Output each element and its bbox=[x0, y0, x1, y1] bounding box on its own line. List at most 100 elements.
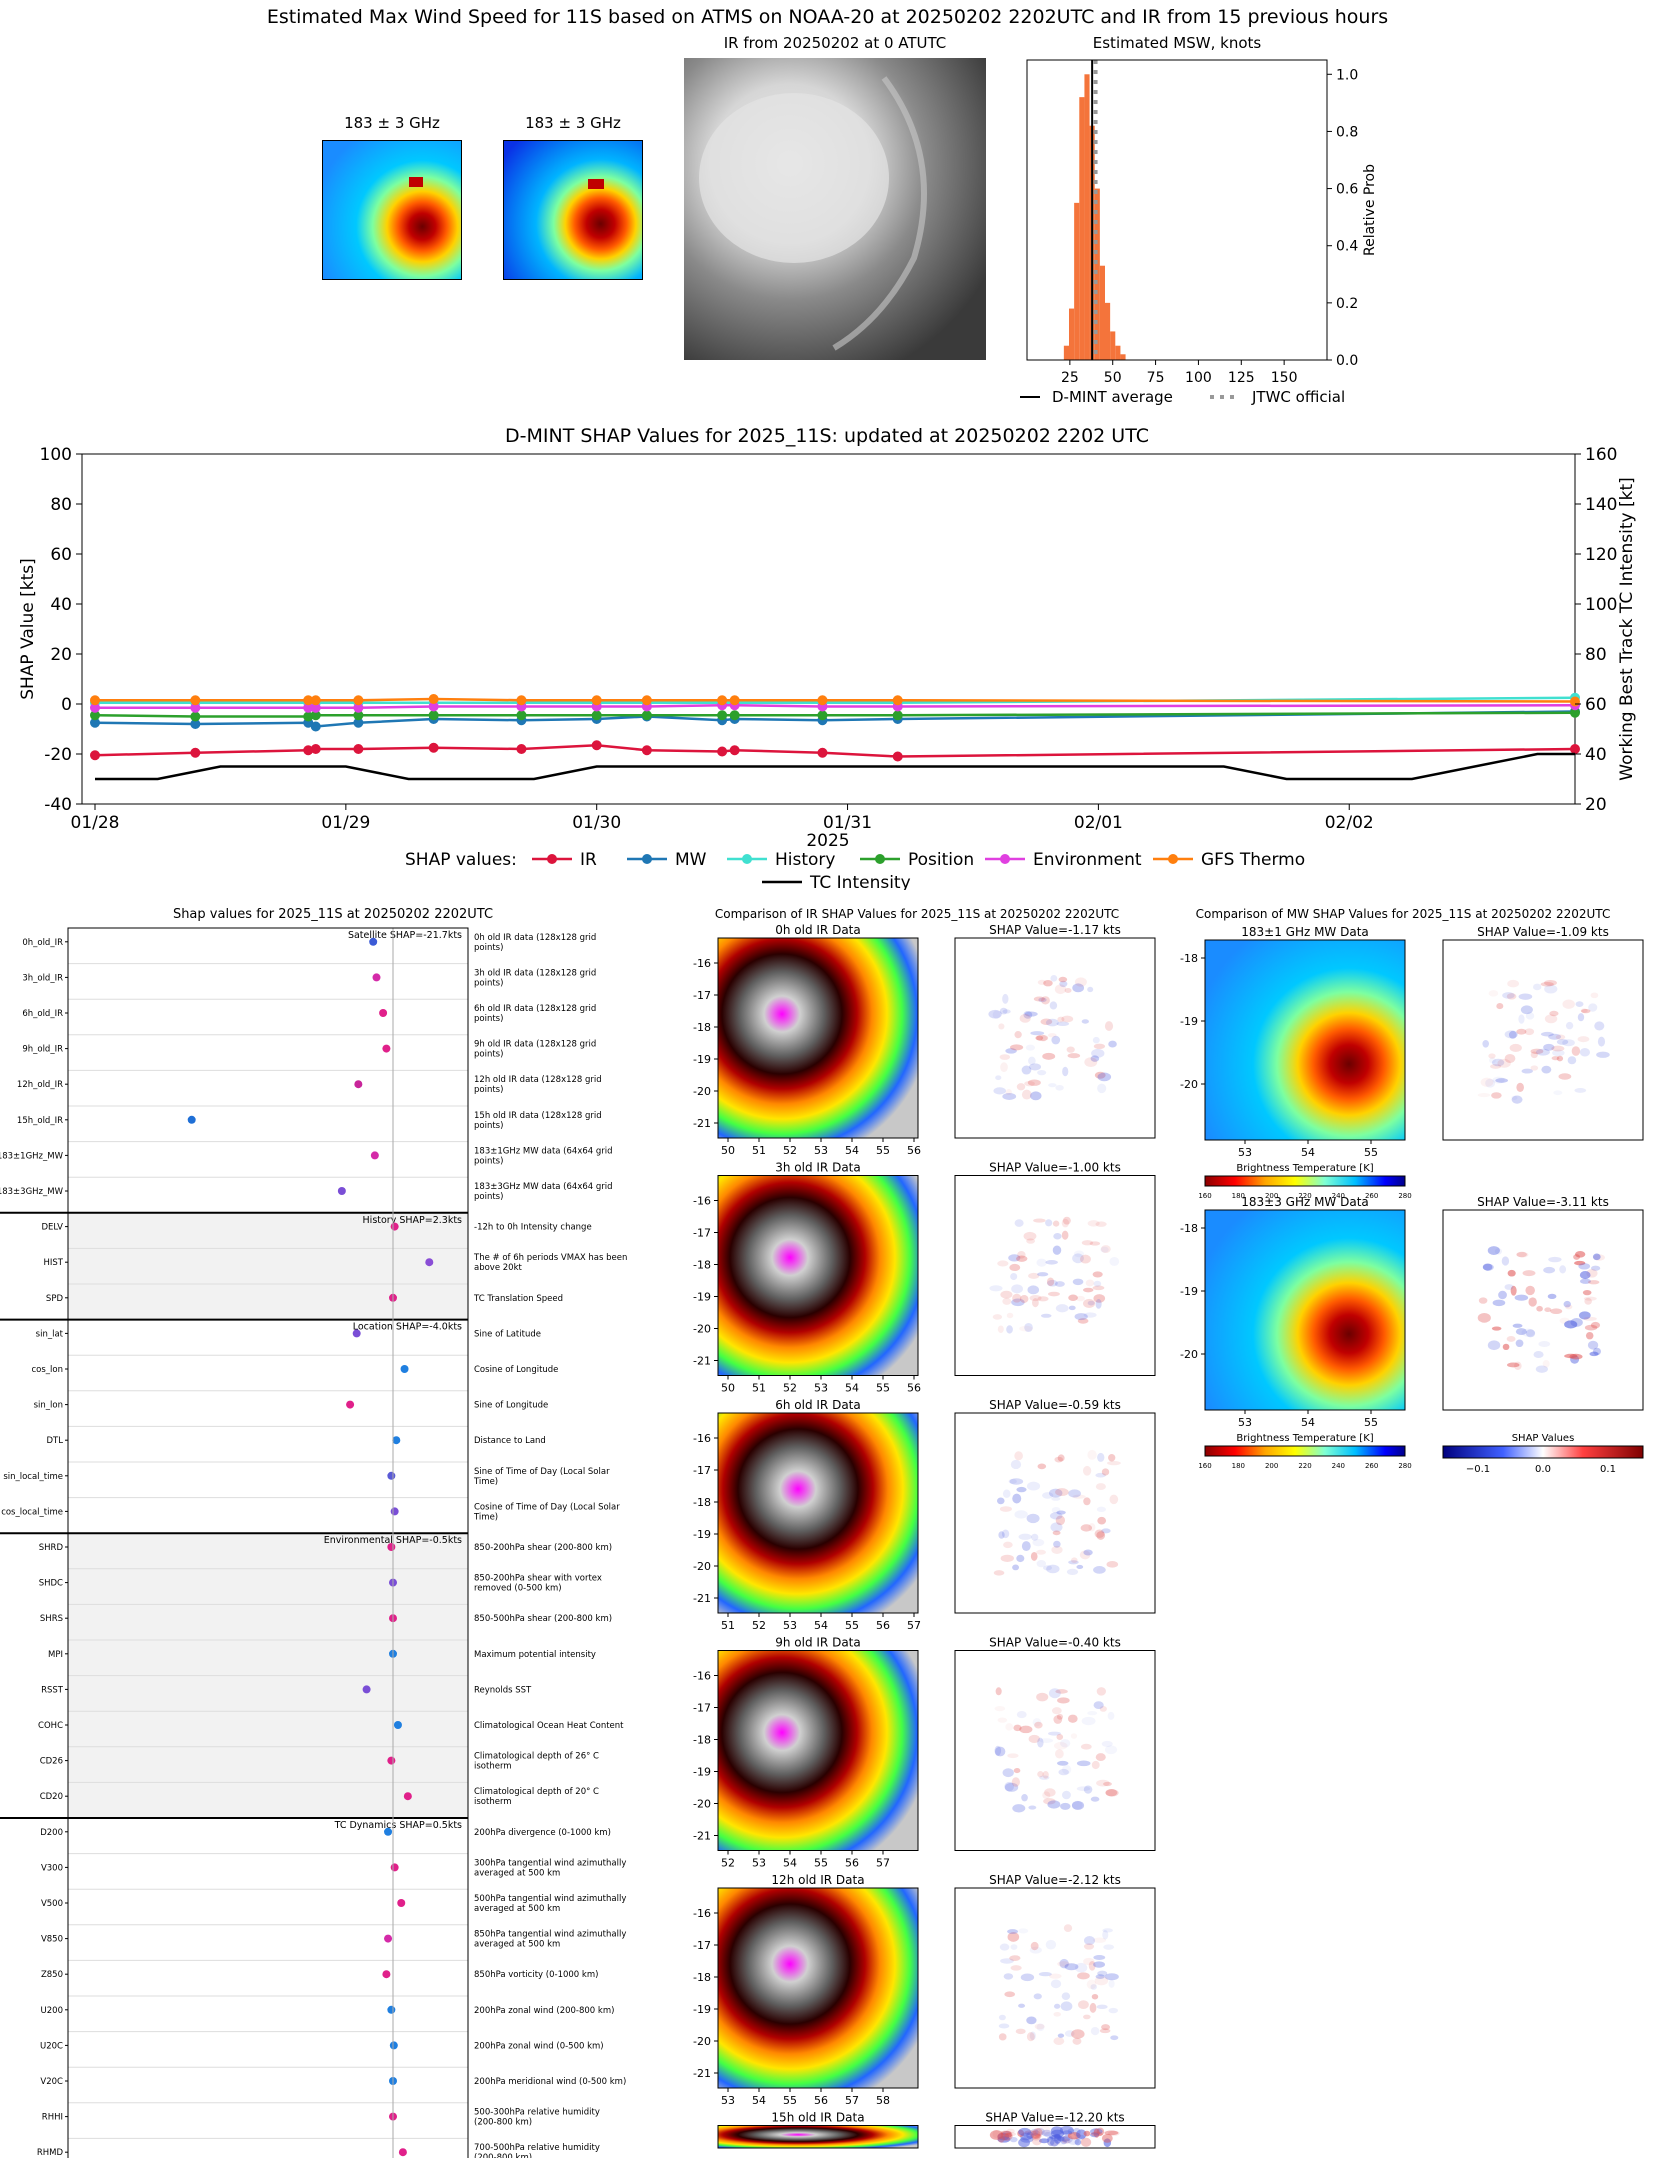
shap-blob bbox=[1041, 996, 1050, 1005]
shap-blob bbox=[1590, 1265, 1601, 1271]
shap-blob bbox=[1489, 1057, 1496, 1064]
shap-blob bbox=[1037, 1272, 1049, 1277]
shap-blob bbox=[1549, 1010, 1559, 1017]
shap-blob bbox=[1061, 1992, 1071, 2001]
series-point bbox=[353, 695, 364, 706]
feature-shap-point bbox=[379, 1009, 388, 1017]
shap-blob bbox=[1016, 1486, 1027, 1493]
x-tick-label: 01/29 bbox=[321, 813, 370, 833]
series-point bbox=[90, 695, 100, 706]
feature-shap-point bbox=[370, 1151, 379, 1160]
shap-blob bbox=[1584, 1297, 1592, 1305]
shap-blob bbox=[1083, 2130, 1091, 2137]
feature-name: SHRS bbox=[40, 1614, 63, 1624]
ir-image bbox=[717, 1887, 919, 2089]
legend-label: Environment bbox=[1033, 850, 1142, 870]
shap-blob bbox=[1005, 1048, 1017, 1054]
shap-blob bbox=[1037, 1771, 1044, 1778]
feature-description: isotherm bbox=[474, 1762, 512, 1772]
shap-blob bbox=[1051, 1035, 1061, 1045]
colorbar-tick-label: 260 bbox=[1365, 1192, 1378, 1200]
legend-marker bbox=[1168, 854, 1178, 864]
shap-blob bbox=[1055, 1515, 1066, 1526]
x-tick-label: 57 bbox=[907, 1619, 921, 1632]
shap-blob bbox=[1485, 1078, 1496, 1088]
y-tick-label: -16 bbox=[693, 1670, 711, 1683]
shap-blob bbox=[1087, 1220, 1100, 1227]
feature-description: 850-200hPa shear (200-800 km) bbox=[474, 1543, 612, 1553]
y-right-tick-label: 80 bbox=[1585, 645, 1607, 665]
shap-blob bbox=[1048, 1688, 1061, 1699]
shap-blob bbox=[1087, 1449, 1097, 1460]
shap-blob bbox=[1579, 1278, 1591, 1284]
series-point bbox=[90, 717, 100, 728]
y-tick-label: 80 bbox=[50, 495, 72, 515]
mw-image bbox=[1204, 1209, 1406, 1411]
x-tick-label: 56 bbox=[907, 1382, 921, 1395]
x-tick-label: 75 bbox=[1147, 370, 1165, 386]
feature-name: 0h_old_IR bbox=[22, 938, 63, 948]
shap-blob bbox=[1093, 1043, 1106, 1049]
shap-blob bbox=[1037, 1296, 1049, 1302]
y-tick-label: -19 bbox=[693, 1053, 711, 1066]
shap-blob bbox=[988, 1009, 1002, 1019]
shap-blob bbox=[1504, 1053, 1516, 1063]
shap-timeline-chart: D-MINT SHAP Values for 2025_11S: updated… bbox=[0, 420, 1655, 893]
y-tick-label: -19 bbox=[1180, 1285, 1198, 1298]
shap-blob bbox=[1096, 1687, 1106, 1696]
shap-blob bbox=[1014, 1451, 1023, 1461]
shap-blob bbox=[1059, 980, 1068, 988]
shap-blob bbox=[1093, 2128, 1100, 2138]
shap-blob bbox=[1514, 1361, 1522, 1370]
shap-blob bbox=[1097, 1452, 1105, 1462]
shap-blob bbox=[994, 1705, 1006, 1712]
shap-blob bbox=[1056, 1510, 1066, 1515]
mw-image bbox=[1204, 939, 1406, 1141]
shap-blob bbox=[1101, 2024, 1111, 2031]
shap-blob bbox=[1034, 2023, 1045, 2030]
shap-blob bbox=[1032, 2136, 1042, 2146]
feature-shap-chart: Shap values for 2025_11S at 20250202 220… bbox=[0, 900, 680, 2162]
y-tick-label: 100 bbox=[40, 445, 72, 465]
shap-blob bbox=[1026, 1513, 1040, 1524]
series-point bbox=[353, 702, 364, 713]
shap-map bbox=[954, 1887, 1156, 2089]
shap-blob bbox=[1068, 1294, 1078, 1301]
feature-description: averaged at 500 km bbox=[474, 1940, 560, 1950]
feature-shap-point bbox=[362, 1685, 371, 1694]
shap-blob bbox=[1101, 1740, 1113, 1748]
shap-blob bbox=[1003, 1973, 1014, 1980]
shap-blob bbox=[1556, 1055, 1564, 1062]
shap-blob bbox=[1044, 1788, 1056, 1797]
mw-panel-label: 183±3 GHz MW Data bbox=[1241, 1195, 1369, 1209]
feature-shap-point bbox=[393, 1721, 402, 1729]
shap-blob bbox=[1081, 1716, 1096, 1726]
series-point bbox=[591, 695, 602, 706]
shap-blob bbox=[1515, 1328, 1527, 1336]
shap-blob bbox=[1088, 1523, 1096, 1532]
shap-blob bbox=[1096, 2004, 1108, 2010]
shap-blob bbox=[1091, 1048, 1105, 1058]
legend-label: MW bbox=[675, 850, 707, 870]
feature-shap-point bbox=[390, 1222, 399, 1231]
y-tick-label: -19 bbox=[1180, 1015, 1198, 1028]
shap-blob bbox=[1032, 1538, 1045, 1547]
series-point bbox=[516, 744, 527, 754]
shap-blob bbox=[1487, 1246, 1500, 1255]
series-point bbox=[1570, 707, 1580, 718]
shap-blob bbox=[1507, 1362, 1520, 1368]
legend-label: TC Intensity bbox=[809, 873, 911, 890]
mw1-image bbox=[322, 140, 462, 280]
ir-shap-label: SHAP Value=-1.17 kts bbox=[989, 923, 1121, 937]
shap-blob bbox=[1095, 1472, 1106, 1478]
y-tick-label: 1.0 bbox=[1336, 67, 1358, 83]
shap-blob bbox=[1585, 1331, 1594, 1340]
shap-blob bbox=[996, 1497, 1005, 1505]
shap-blob bbox=[1024, 1011, 1038, 1017]
shap-blob bbox=[1530, 1065, 1539, 1071]
feature-name: RHMD bbox=[37, 2148, 64, 2158]
y-tick-label: -21 bbox=[693, 1355, 711, 1368]
shap-blob bbox=[1046, 1277, 1055, 1287]
shap-blob bbox=[1051, 1506, 1061, 1514]
shap-blob bbox=[1109, 1256, 1120, 1266]
